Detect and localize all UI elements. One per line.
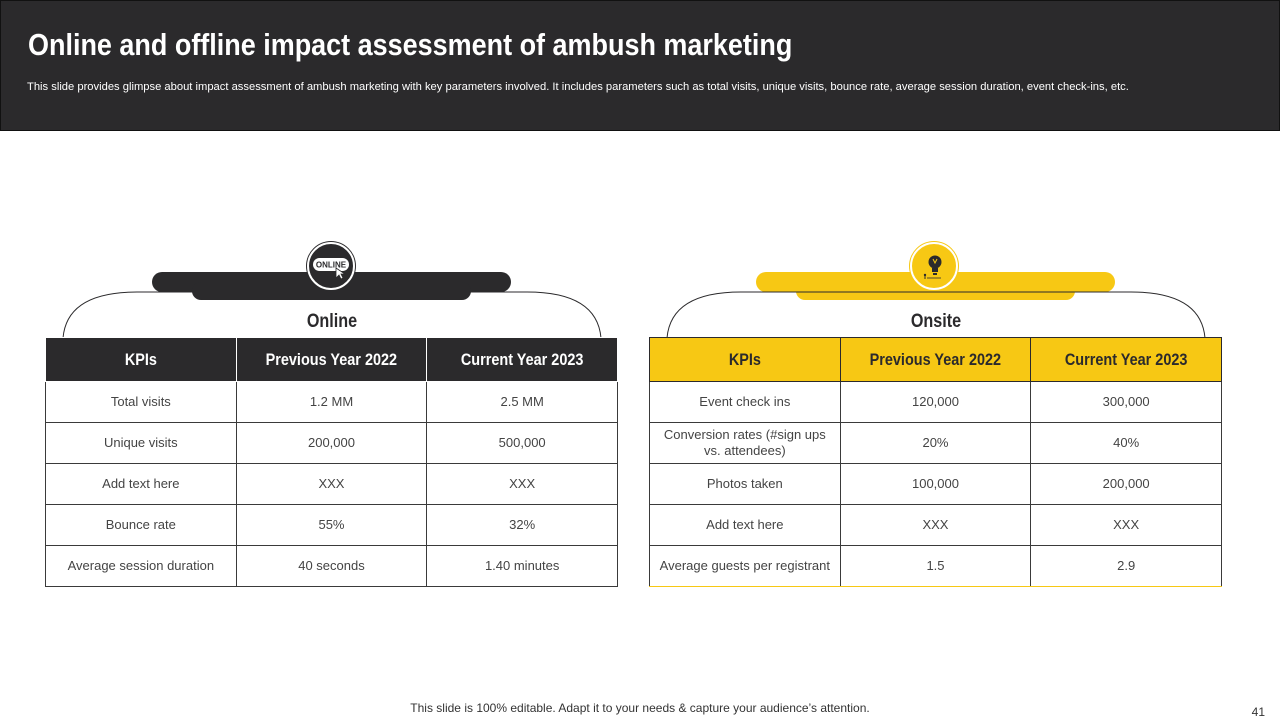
table-row: Event check ins 120,000 300,000 <box>649 381 1222 423</box>
footer-note: This slide is 100% editable. Adapt it to… <box>410 701 870 715</box>
current-year-cell: 200,000 <box>1030 463 1222 505</box>
table-row: Bounce rate 55% 32% <box>45 504 618 546</box>
current-year-cell: 2.9 <box>1030 545 1222 587</box>
previous-year-cell: 1.5 <box>839 545 1032 587</box>
table-row: Unique visits 200,000 500,000 <box>45 422 618 464</box>
table-header-row: KPIs Previous Year 2022 Current Year 202… <box>649 337 1222 382</box>
kpi-cell: Photos taken <box>649 463 841 505</box>
kpi-cell: Event check ins <box>649 381 841 423</box>
table-row: Average session duration 40 seconds 1.40… <box>45 545 618 587</box>
onsite-kpi-table: KPIs Previous Year 2022 Current Year 202… <box>649 337 1222 587</box>
previous-year-cell: XXX <box>839 504 1032 546</box>
page-number: 41 <box>1251 705 1265 719</box>
header-bar: Online and offline impact assessment of … <box>0 0 1280 131</box>
current-year-cell: 2.5 MM <box>426 381 618 423</box>
previous-year-cell: 200,000 <box>235 422 428 464</box>
page-subtitle: This slide provides glimpse about impact… <box>27 81 1129 93</box>
kpi-cell: Average guests per registrant <box>649 545 841 587</box>
previous-year-cell: 120,000 <box>839 381 1032 423</box>
previous-year-cell: 40 seconds <box>235 545 428 587</box>
current-year-cell: XXX <box>426 463 618 505</box>
table-row: Add text here XXX XXX <box>649 504 1222 546</box>
column-header: Current Year 2023 <box>1030 337 1222 382</box>
current-year-cell: XXX <box>1030 504 1222 546</box>
current-year-cell: 32% <box>426 504 618 546</box>
column-header: Current Year 2023 <box>426 337 618 382</box>
column-header: Previous Year 2022 <box>235 337 428 382</box>
table-header-row: KPIs Previous Year 2022 Current Year 202… <box>45 337 618 382</box>
previous-year-cell: 55% <box>235 504 428 546</box>
kpi-cell: Average session duration <box>45 545 237 587</box>
kpi-cell: Add text here <box>649 504 841 546</box>
kpi-cell: Total visits <box>45 381 237 423</box>
online-kpi-table: KPIs Previous Year 2022 Current Year 202… <box>45 337 618 587</box>
kpi-cell: Add text here <box>45 463 237 505</box>
previous-year-cell: XXX <box>235 463 428 505</box>
column-header: Previous Year 2022 <box>839 337 1032 382</box>
current-year-cell: 300,000 <box>1030 381 1222 423</box>
previous-year-cell: 100,000 <box>839 463 1032 505</box>
table-row: Average guests per registrant 1.5 2.9 <box>649 545 1222 587</box>
page-title: Online and offline impact assessment of … <box>28 27 793 62</box>
onsite-panel: Onsite KPIs Previous Year 2022 Current Y… <box>649 240 1223 590</box>
svg-text:ONLINE: ONLINE <box>316 261 347 270</box>
kpi-cell: Conversion rates (#sign ups vs. attendee… <box>649 422 841 464</box>
kpi-cell: Bounce rate <box>45 504 237 546</box>
current-year-cell: 1.40 minutes <box>426 545 618 587</box>
kpi-cell: Unique visits <box>45 422 237 464</box>
table-row: Photos taken 100,000 200,000 <box>649 463 1222 505</box>
table-row: Add text here XXX XXX <box>45 463 618 505</box>
online-badge-icon: ONLINE <box>307 242 355 290</box>
table-row: Conversion rates (#sign ups vs. attendee… <box>649 422 1222 464</box>
table-row: Total visits 1.2 MM 2.5 MM <box>45 381 618 423</box>
previous-year-cell: 1.2 MM <box>235 381 428 423</box>
current-year-cell: 40% <box>1030 422 1222 464</box>
column-header: KPIs <box>649 337 841 382</box>
column-header: KPIs <box>45 337 237 382</box>
online-panel: ONLINE Online KPIs Previous Year 2022 Cu… <box>45 240 619 590</box>
lightbulb-icon <box>910 242 958 290</box>
previous-year-cell: 20% <box>839 422 1032 464</box>
onsite-section-label: Onsite <box>910 311 962 332</box>
online-section-label: Online <box>306 311 358 332</box>
current-year-cell: 500,000 <box>426 422 618 464</box>
